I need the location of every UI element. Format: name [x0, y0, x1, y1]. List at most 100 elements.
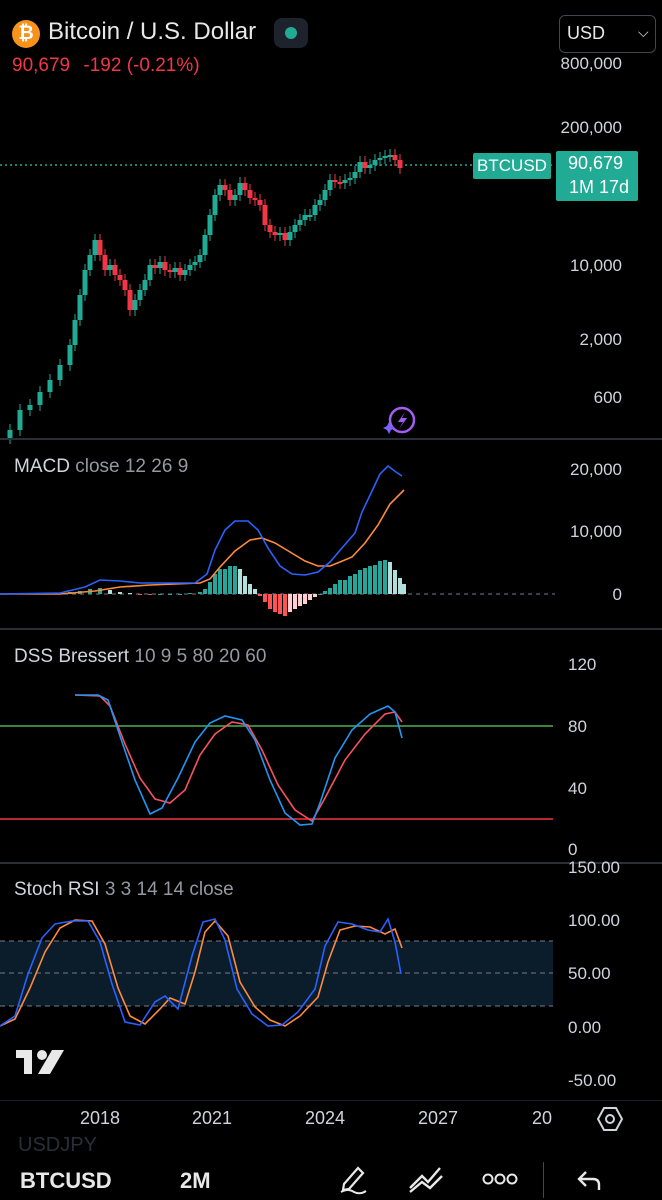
stoch-tick-150: 150.00: [568, 858, 620, 877]
more-icon[interactable]: [482, 1172, 518, 1186]
x-tick-2021: 2021: [192, 1108, 233, 1128]
last-price: 90,679: [12, 55, 71, 76]
stoch-tick-50: 50.00: [568, 964, 611, 983]
candle-body: [102, 255, 108, 270]
candle-body: [292, 225, 298, 232]
candle-body: [37, 392, 43, 405]
candle-body: [327, 180, 333, 190]
candle-body: [92, 240, 98, 255]
x-tick-2018: 2018: [80, 1108, 121, 1128]
interval-button[interactable]: 2M: [180, 1168, 211, 1193]
macd-hist-bar: [402, 584, 406, 594]
macd-hist-bar: [288, 594, 292, 612]
pen-icon[interactable]: [338, 1162, 368, 1195]
trendline-icon[interactable]: [408, 1164, 444, 1194]
macd-hist-bar: [253, 589, 257, 594]
dss-signal-line: [74, 694, 403, 823]
macd-hist-bar: [368, 566, 372, 594]
dss-params: 10 9 5 80 20 60: [134, 646, 267, 667]
market-status-icon[interactable]: [274, 18, 308, 48]
macd-plot: [0, 464, 555, 616]
stoch-title[interactable]: Stoch RSI 3 3 14 14 close: [14, 879, 234, 901]
dss-tick-80: 80: [568, 717, 587, 736]
macd-tick-20000: 20,000: [570, 460, 622, 479]
toolbar-divider: [543, 1162, 544, 1198]
macd-hist-bar: [168, 594, 172, 595]
chart-title[interactable]: Bitcoin / U.S. Dollar: [48, 18, 257, 45]
macd-hist-bar: [148, 594, 152, 595]
macd-hist-bar: [138, 594, 142, 595]
macd-hist-bar: [118, 592, 122, 594]
candle-body: [167, 270, 173, 272]
macd-hist-bar: [393, 570, 397, 594]
dss-title[interactable]: DSS Bressert 10 9 5 80 20 60: [14, 646, 266, 668]
settings-icon[interactable]: [596, 1106, 624, 1132]
dss-plot: [0, 694, 553, 826]
candle-body: [302, 215, 308, 220]
macd-hist-bar: [318, 594, 322, 595]
macd-hist-bar: [358, 570, 362, 594]
candle-body: [202, 235, 208, 255]
macd-hist-bar: [273, 594, 277, 612]
symbol-button[interactable]: BTCUSD: [20, 1168, 112, 1193]
macd-hist-bar: [363, 568, 367, 594]
macd-hist-bar: [258, 594, 262, 596]
symbol-badge[interactable]: BTCUSD: [473, 153, 551, 179]
candle-body: [272, 232, 278, 235]
candle-body: [177, 268, 183, 275]
macd-hist-bar: [238, 569, 242, 594]
macd-hist-bar: [303, 594, 307, 604]
candle-body: [367, 165, 373, 168]
candle-body: [27, 405, 33, 410]
macd-hist-bar: [308, 594, 312, 600]
macd-hist-bar: [338, 580, 342, 594]
macd-hist-bar: [203, 589, 207, 594]
y-tick-600: 600: [593, 388, 622, 407]
macd-hist-bar: [383, 560, 387, 594]
macd-hist-bar: [188, 593, 192, 594]
macd-hist-bar: [333, 584, 337, 594]
macd-hist-bar: [348, 576, 352, 594]
tradingview-logo-icon: [16, 1048, 68, 1076]
last-price-label: 90,679 1M 17d: [556, 151, 638, 201]
macd-hist-bar: [218, 569, 222, 594]
undo-icon[interactable]: [576, 1168, 602, 1192]
candle-body: [212, 195, 218, 215]
macd-tick-10000: 10,000: [570, 522, 622, 541]
candle-body: [67, 345, 73, 365]
macd-hist-bar: [213, 574, 217, 594]
candle-body: [122, 280, 128, 290]
candle-body: [207, 215, 213, 235]
macd-hist-bar: [378, 561, 382, 594]
macd-params: close 12 26 9: [75, 456, 189, 477]
bitcoin-icon: ₿: [12, 20, 40, 48]
macd-hist-bar: [128, 593, 132, 594]
stoch-tick-minus50: -50.00: [568, 1071, 617, 1090]
bar-countdown: 1M 17d: [569, 177, 630, 197]
currency-select[interactable]: USD ⌵: [559, 15, 656, 53]
macd-hist-bar: [108, 590, 112, 594]
candle-body: [252, 198, 258, 200]
macd-hist-bar: [313, 594, 317, 597]
dss-tick-40: 40: [568, 779, 587, 798]
candle-body: [82, 270, 88, 295]
candle-body: [192, 262, 198, 265]
candle-body: [7, 430, 13, 438]
macd-title[interactable]: MACD close 12 26 9: [14, 456, 188, 478]
candle-body: [297, 220, 303, 225]
candle-body: [142, 280, 148, 290]
candle-body: [277, 233, 283, 235]
candle-body: [372, 160, 378, 165]
x-tick-2027: 2027: [418, 1108, 459, 1128]
candle-body: [182, 270, 188, 275]
stoch-name: Stoch RSI: [14, 879, 100, 900]
candle-body: [357, 162, 363, 172]
candle-body: [307, 215, 313, 217]
macd-hist-bar: [208, 582, 212, 594]
macd-tick-0: 0: [612, 585, 622, 604]
dss-tick-120: 120: [568, 655, 597, 674]
candle-body: [187, 265, 193, 270]
candle-body: [267, 225, 273, 232]
stoch-d-line: [0, 919, 403, 1027]
ai-sparkle-icon[interactable]: [378, 402, 422, 438]
